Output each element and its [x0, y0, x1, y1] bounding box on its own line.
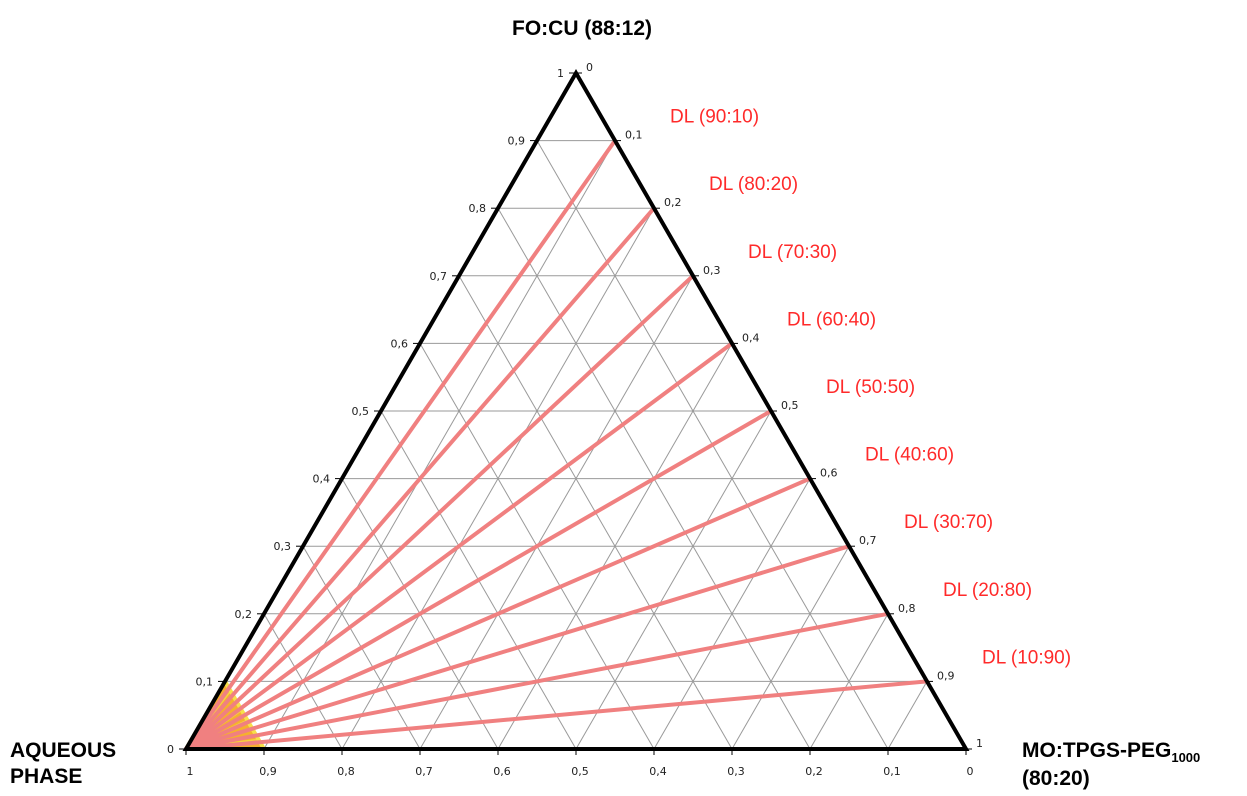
right-tick-label: 0,7: [859, 534, 877, 547]
vertex-label-right-sub: 1000: [1171, 750, 1201, 766]
bottom-tick-label: 0,5: [571, 765, 589, 778]
right-tick-label: 1: [976, 737, 983, 750]
bottom-tick-label: 0,4: [649, 765, 667, 778]
left-tick-label: 1: [557, 67, 564, 80]
bottom-tick-label: 0,2: [805, 765, 823, 778]
dilution-label: DL (80:20): [709, 174, 798, 195]
dilution-labels: DL (90:10) DL (80:20) DL (70:30) DL (60:40)…: [670, 107, 1071, 669]
left-tick-label: 0,4: [313, 473, 331, 486]
dilution-label: DL (20:80): [943, 580, 1032, 601]
dilution-label: DL (40:60): [865, 445, 954, 466]
right-tick-label: 0,6: [820, 467, 838, 480]
bottom-tick-label: 0,1: [883, 765, 901, 778]
bottom-tick-label: 1: [187, 765, 194, 778]
grid-lines: [224, 140, 928, 750]
left-tick-label: 0,3: [274, 540, 292, 553]
left-tick-label: 0,9: [508, 135, 526, 148]
vertex-label-left-line2: PHASE: [10, 765, 83, 789]
dilution-line: [184, 341, 734, 751]
bottom-tick-label: 0,3: [727, 765, 745, 778]
right-tick-label: 0,5: [781, 399, 799, 412]
dilution-line: [184, 409, 773, 751]
left-tick-label: 0,5: [352, 405, 370, 418]
dilution-line: [184, 544, 851, 751]
grid-line: [263, 140, 616, 750]
right-tick-label: 0,1: [625, 129, 643, 142]
dilution-line: [184, 206, 656, 751]
vertex-label-right-line2: (80:20): [1022, 767, 1090, 791]
right-tick-label: 0,2: [664, 196, 682, 209]
dilution-lines: [184, 138, 929, 751]
right-tick-label: 0,9: [937, 669, 955, 682]
vertex-label-top: FO:CU (88:12): [512, 17, 653, 40]
grid-line: [731, 545, 850, 750]
grid-line: [887, 681, 928, 750]
vertex-label-right-main: MO:TPGS-PEG: [1022, 739, 1172, 762]
grid-line: [419, 275, 694, 750]
left-tick-label: 0,7: [430, 270, 448, 283]
bottom-tick-label: 0,8: [337, 765, 355, 778]
left-tick-label: 0,8: [469, 202, 487, 215]
dilution-label: DL (90:10): [670, 107, 759, 128]
left-tick-label: 0: [167, 743, 174, 756]
dilution-label: DL (10:90): [982, 647, 1071, 668]
right-tick-label: 0,4: [742, 331, 760, 344]
grid-line: [575, 410, 772, 750]
bottom-tick-label: 0,6: [493, 765, 511, 778]
bottom-tick-label: 0,7: [415, 765, 433, 778]
right-tick-label: 0,3: [703, 264, 721, 277]
dilution-line: [184, 679, 929, 751]
left-tick-label: 0,1: [196, 675, 214, 688]
dilution-label: DL (60:40): [787, 309, 876, 330]
bottom-tick-label: 0,9: [259, 765, 277, 778]
dilution-label: DL (70:30): [748, 242, 837, 263]
dilution-line: [184, 138, 617, 751]
dilution-label: DL (30:70): [904, 512, 993, 533]
grid-line: [809, 613, 889, 750]
right-tick-label: 0,8: [898, 602, 916, 615]
vertex-label-left-line1: AQUEOUS: [10, 739, 117, 762]
dilution-line: [184, 611, 890, 751]
right-tick-label: 0: [586, 61, 593, 74]
left-tick-label: 0,2: [235, 608, 253, 621]
axis-ticks: 00,10,20,30,40,50,60,70,80,91 00,10,20,30…: [167, 61, 983, 778]
vertex-label-right: MO:TPGS-PEG1000 (80:20): [1022, 738, 1200, 793]
dilution-line: [184, 476, 812, 751]
dilution-line: [184, 273, 695, 751]
left-tick-label: 0,6: [391, 337, 409, 350]
bottom-tick-label: 0: [967, 765, 974, 778]
dilution-label: DL (50:50): [826, 377, 915, 398]
vertex-label-left: AQUEOUS PHASE: [10, 738, 116, 791]
